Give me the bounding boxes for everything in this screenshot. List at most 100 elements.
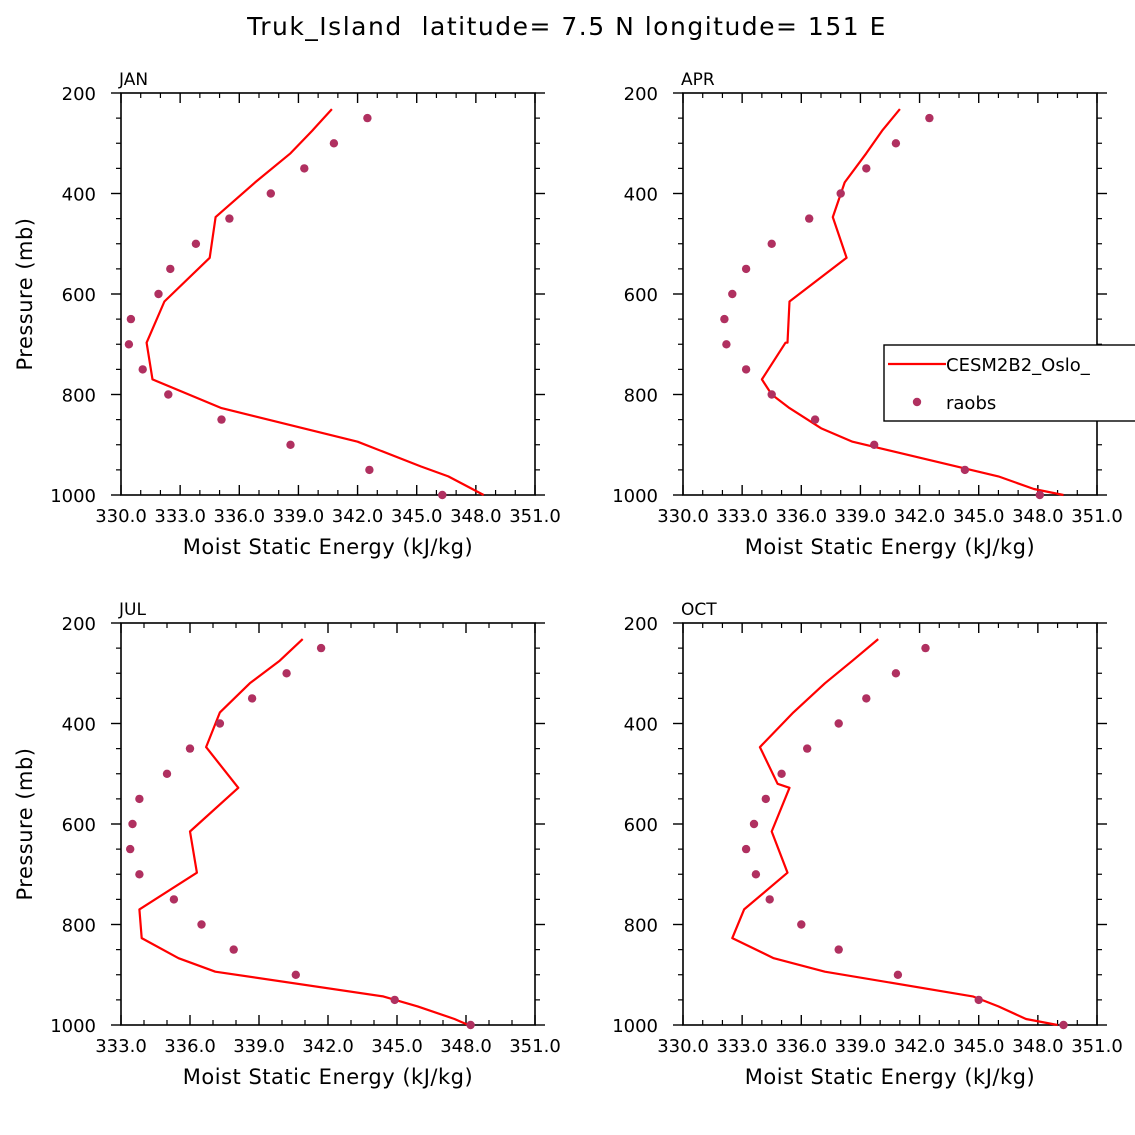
raobs-point xyxy=(438,490,447,500)
raobs-point xyxy=(925,113,934,123)
series-line-cesm xyxy=(760,108,1064,497)
legend-label-raobs: raobs xyxy=(946,393,996,414)
x-tick-label: 330.0 xyxy=(657,1036,709,1057)
panel-jan: 330.0 333.0 336.0 339.0 342.0 345.0 348.0 351.0… xyxy=(13,70,561,559)
x-tick-label: 351.0 xyxy=(509,506,561,527)
x-tick-label: 333.0 xyxy=(95,1036,147,1057)
panel-label: JAN xyxy=(118,70,148,90)
raobs-point xyxy=(761,794,770,804)
raobs-point xyxy=(154,289,163,299)
series-line-cesm xyxy=(731,638,1058,1027)
x-axis-label: Moist Static Energy (kJ/kg) xyxy=(745,1065,1035,1089)
y-tick-label: 800 xyxy=(62,386,96,407)
raobs-point xyxy=(836,189,845,198)
raobs-point xyxy=(138,365,147,374)
raobs-point xyxy=(722,340,731,349)
raobs-point xyxy=(862,694,871,703)
y-tick-label: 400 xyxy=(624,715,658,736)
raobs-point xyxy=(229,945,238,954)
y-tick-label: 200 xyxy=(624,614,658,635)
panel-label: APR xyxy=(681,70,715,90)
raobs-point xyxy=(126,844,135,854)
y-tick-label: 600 xyxy=(62,815,96,836)
raobs-point xyxy=(805,214,814,223)
y-tick-label: 800 xyxy=(62,916,96,937)
raobs-point xyxy=(1035,490,1045,500)
raobs-point xyxy=(363,113,372,123)
x-tick-label: 351.0 xyxy=(1071,1036,1123,1057)
raobs-point xyxy=(225,214,234,223)
x-tick-label: 342.0 xyxy=(894,1036,946,1057)
raobs-point xyxy=(728,289,737,299)
raobs-point xyxy=(834,945,843,954)
raobs-point xyxy=(741,264,751,274)
x-tick-label: 345.0 xyxy=(371,1036,423,1057)
raobs-point xyxy=(803,744,812,753)
y-tick-label: 1000 xyxy=(612,486,658,507)
raobs-point xyxy=(329,139,339,148)
y-tick-label: 600 xyxy=(62,285,96,306)
raobs-point xyxy=(720,314,729,324)
raobs-point xyxy=(749,819,759,829)
x-axis-label: Moist Static Energy (kJ/kg) xyxy=(183,1065,473,1089)
raobs-point xyxy=(767,239,776,248)
x-tick-label: 348.0 xyxy=(440,1036,492,1057)
raobs-point xyxy=(166,264,175,274)
y-tick-label: 600 xyxy=(624,285,658,306)
x-tick-label: 348.0 xyxy=(1012,506,1064,527)
raobs-point xyxy=(741,844,751,854)
raobs-point xyxy=(741,365,751,374)
plot-frame xyxy=(120,622,536,1026)
raobs-point xyxy=(135,870,144,879)
x-tick-label: 345.0 xyxy=(953,506,1005,527)
raobs-point xyxy=(891,139,901,148)
x-tick-label: 345.0 xyxy=(953,1036,1005,1057)
x-tick-label: 336.0 xyxy=(776,506,828,527)
panel-oct: 330.0 333.0 336.0 339.0 342.0 345.0 348.0 351.0… xyxy=(612,600,1123,1089)
plot-frame xyxy=(682,92,1098,496)
raobs-point xyxy=(390,995,399,1005)
raobs-point xyxy=(974,995,983,1005)
x-tick-label: 348.0 xyxy=(450,506,502,527)
x-tick-label: 333.0 xyxy=(154,506,206,527)
raobs-point xyxy=(921,643,930,653)
figure-title: Truk_Island latitude= 7.5 N longitude= 1… xyxy=(246,12,887,41)
raobs-point xyxy=(1059,1020,1068,1030)
raobs-point xyxy=(365,465,374,475)
x-tick-label: 339.0 xyxy=(233,1036,285,1057)
panel-label: OCT xyxy=(681,600,717,620)
y-tick-label: 1000 xyxy=(50,486,96,507)
x-tick-label: 339.0 xyxy=(273,506,325,527)
raobs-point xyxy=(765,895,774,904)
raobs-point xyxy=(960,465,970,475)
raobs-point xyxy=(767,390,776,399)
x-tick-label: 336.0 xyxy=(776,1036,828,1057)
y-tick-label: 200 xyxy=(624,84,658,105)
raobs-point xyxy=(300,164,309,173)
raobs-point xyxy=(466,1020,475,1030)
raobs-point xyxy=(316,643,326,653)
raobs-point xyxy=(797,920,806,929)
raobs-point xyxy=(217,415,226,424)
raobs-point xyxy=(185,744,195,753)
y-tick-label: 800 xyxy=(624,916,658,937)
x-tick-label: 351.0 xyxy=(509,1036,561,1057)
raobs-point xyxy=(215,719,225,728)
series-line-cesm xyxy=(138,638,469,1027)
x-tick-label: 333.0 xyxy=(716,1036,768,1057)
raobs-point xyxy=(128,819,137,829)
raobs-point xyxy=(893,970,903,979)
x-tick-label: 333.0 xyxy=(716,506,768,527)
raobs-point xyxy=(162,769,172,778)
raobs-point xyxy=(834,719,843,728)
plot-frame xyxy=(682,622,1098,1026)
y-tick-label: 1000 xyxy=(612,1016,658,1037)
y-tick-label: 400 xyxy=(62,185,96,206)
raobs-point xyxy=(247,694,257,703)
raobs-point xyxy=(197,920,206,929)
raobs-point xyxy=(169,895,179,904)
y-tick-label: 600 xyxy=(624,815,658,836)
x-tick-label: 339.0 xyxy=(835,1036,887,1057)
x-tick-label: 351.0 xyxy=(1071,506,1123,527)
raobs-point xyxy=(862,164,871,173)
